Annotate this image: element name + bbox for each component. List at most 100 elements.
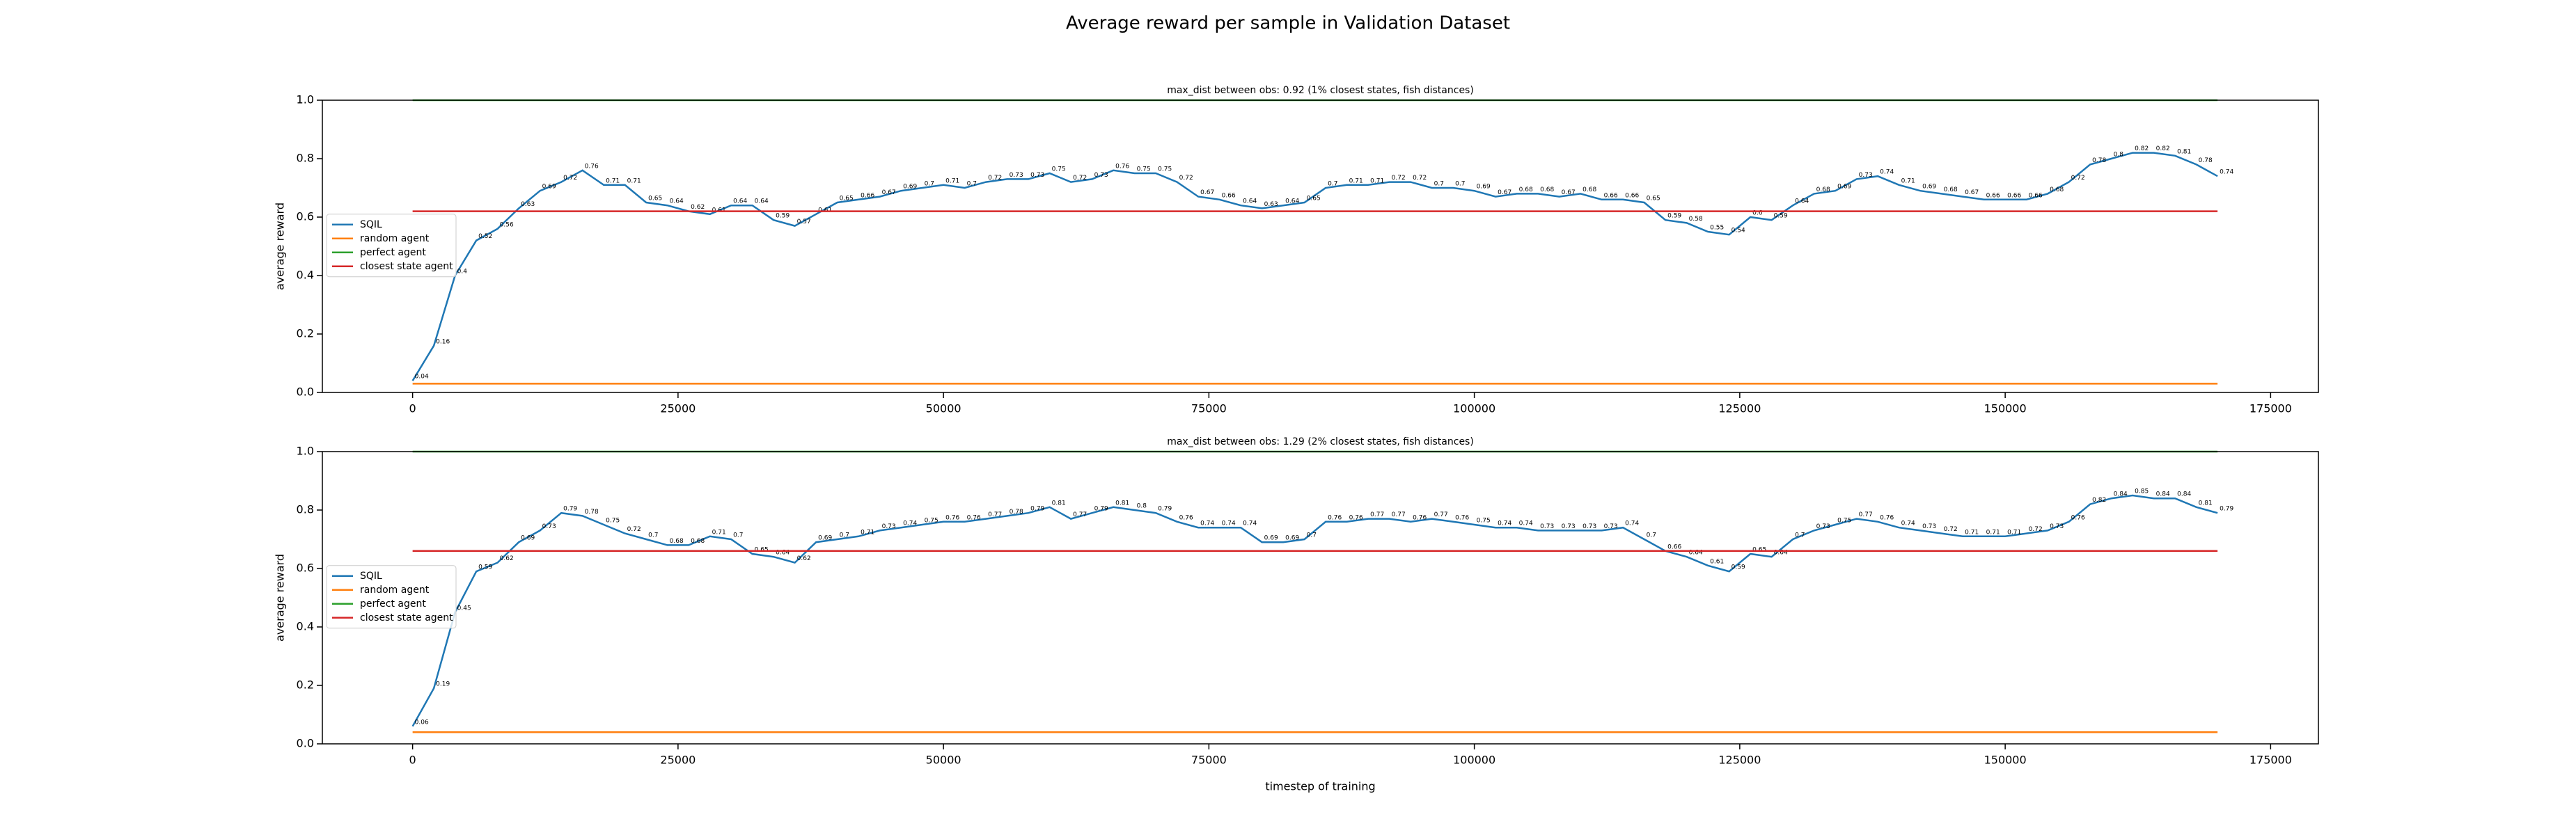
data-label: 0.74 [1519, 520, 1533, 527]
data-label: 0.77 [1434, 511, 1448, 518]
data-label: 0.72 [988, 175, 1002, 182]
data-label: 0.64 [1774, 550, 1788, 557]
data-label: 0.73 [1094, 172, 1108, 179]
x-tick-label: 75000 [1191, 754, 1227, 767]
data-label: 0.55 [1710, 225, 1724, 232]
data-label: 0.66 [2007, 192, 2021, 199]
data-label: 0.61 [1710, 558, 1724, 565]
data-label: 0.73 [1604, 523, 1618, 530]
data-label: 0.71 [1349, 177, 1363, 184]
data-label: 0.76 [1179, 514, 1193, 521]
data-label: 0.65 [1647, 196, 1660, 202]
data-label: 0.58 [1689, 216, 1703, 223]
data-label: 0.52 [478, 233, 492, 240]
data-label: 0.71 [945, 177, 959, 184]
data-label: 0.66 [1625, 192, 1639, 199]
data-label: 0.78 [585, 509, 599, 516]
data-label: 0.69 [903, 184, 917, 191]
legend-label: perfect agent [360, 598, 426, 610]
legend-box [326, 565, 457, 629]
data-label: 0.66 [861, 192, 874, 199]
data-label: 0.16 [436, 338, 450, 345]
data-label: 0.72 [627, 526, 641, 533]
x-tick-label: 175000 [2249, 402, 2292, 415]
y-tick-label: 0.8 [297, 152, 314, 165]
data-label: 0.7 [733, 532, 743, 539]
data-label: 0.74 [903, 520, 917, 527]
series-line [411, 494, 2218, 727]
data-label: 0.69 [1264, 535, 1278, 542]
data-label: 0.77 [988, 511, 1002, 518]
data-label: 0.73 [1562, 523, 1576, 530]
data-label: 0.19 [436, 681, 450, 688]
data-label: 0.81 [2177, 148, 2191, 155]
data-label: 0.82 [2156, 145, 2170, 152]
data-label: 0.04 [415, 374, 429, 381]
data-label: 0.72 [1179, 175, 1193, 182]
y-tick-label: 0.0 [297, 385, 314, 399]
legend-label: perfect agent [360, 247, 426, 258]
data-label: 0.64 [733, 198, 747, 205]
data-label: 0.06 [415, 719, 429, 726]
data-label: 0.82 [2092, 497, 2106, 504]
data-label: 0.66 [1986, 192, 2000, 199]
data-label: 0.75 [1052, 166, 1066, 173]
data-label: 0.72 [2029, 526, 2043, 533]
x-tick-label: 25000 [660, 402, 696, 415]
data-label: 0.65 [840, 196, 854, 202]
legend-label: closest state agent [360, 612, 453, 623]
data-label: 0.78 [1010, 509, 1023, 516]
data-label: 0.79 [563, 506, 577, 513]
data-label: 0.64 [1243, 198, 1257, 205]
data-label: 0.72 [1944, 526, 1958, 533]
data-label: 0.66 [2029, 192, 2043, 199]
data-label: 0.67 [1498, 189, 1511, 196]
data-label: 0.66 [1604, 192, 1618, 199]
data-label: 0.78 [2199, 157, 2213, 164]
data-label: 0.54 [1731, 228, 1745, 234]
data-label: 0.76 [1115, 163, 1129, 170]
data-label: 0.7 [1455, 181, 1465, 188]
data-label: 0.45 [457, 605, 471, 612]
data-label: 0.68 [1944, 186, 1958, 193]
data-label: 0.71 [1370, 177, 1384, 184]
data-label: 0.7 [1328, 181, 1337, 188]
data-label: 0.6 [1752, 210, 1763, 217]
y-tick-label: 0.6 [297, 562, 314, 575]
data-label: 0.71 [627, 177, 641, 184]
data-label: 0.73 [1859, 172, 1873, 179]
y-tick-label: 0.2 [297, 678, 314, 692]
data-label: 0.71 [712, 529, 726, 536]
data-label: 0.57 [797, 218, 811, 225]
x-tick-label: 0 [409, 754, 416, 767]
data-label: 0.64 [670, 198, 684, 205]
data-label: 0.72 [1073, 175, 1087, 182]
y-axis-label: average reward [274, 554, 287, 642]
legend-box [326, 214, 457, 278]
data-label: 0.75 [925, 518, 938, 525]
data-label: 0.84 [2156, 491, 2170, 498]
data-label: 0.7 [648, 532, 658, 539]
y-tick-label: 0.4 [297, 620, 314, 633]
data-label: 0.69 [521, 535, 535, 542]
data-label: 0.7 [840, 532, 849, 539]
figure-title: Average reward per sample in Validation … [1066, 13, 1510, 34]
data-label: 0.79 [1158, 506, 1172, 513]
data-label: 0.72 [2071, 175, 2085, 182]
y-tick-label: 0.6 [297, 210, 314, 223]
x-tick-label: 75000 [1191, 402, 1227, 415]
data-label: 0.64 [776, 550, 790, 557]
data-label: 0.74 [1625, 520, 1639, 527]
y-tick-label: 0.4 [297, 269, 314, 282]
data-label: 0.62 [797, 555, 811, 562]
data-label: 0.75 [606, 518, 620, 525]
data-label: 0.73 [1582, 523, 1596, 530]
data-label: 0.68 [1519, 186, 1533, 193]
x-tick-label: 125000 [1718, 402, 1761, 415]
data-label: 0.76 [1328, 514, 1342, 521]
data-label: 0.69 [1922, 184, 1936, 191]
data-label: 0.75 [1137, 166, 1151, 173]
x-tick-label: 100000 [1453, 754, 1495, 767]
x-tick-label: 0 [409, 402, 416, 415]
data-label: 0.72 [563, 175, 577, 182]
